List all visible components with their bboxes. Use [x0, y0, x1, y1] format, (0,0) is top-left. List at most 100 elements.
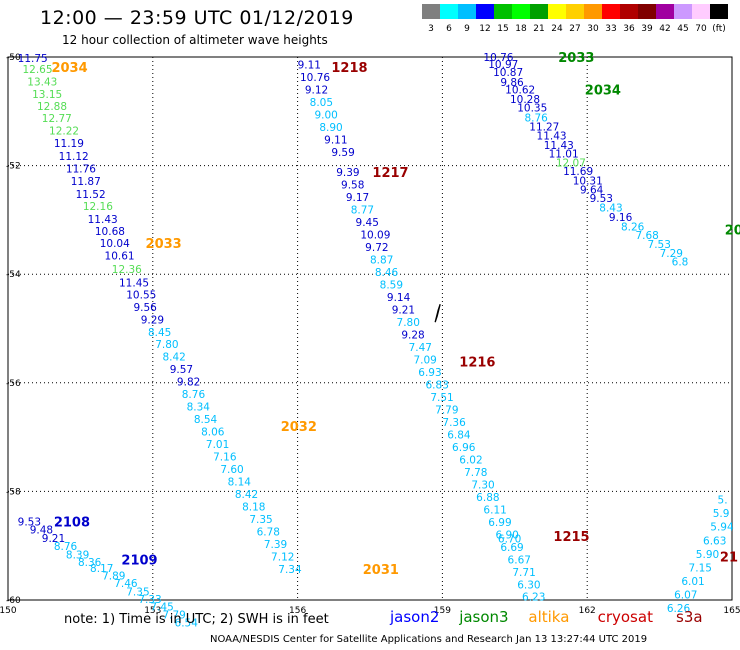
- lon-tick-label: 165: [723, 606, 740, 616]
- wave-height-value: 7.12: [271, 552, 294, 564]
- wave-height-value: 8.39: [66, 549, 89, 561]
- wave-height-value: 11.12: [59, 151, 89, 163]
- wave-height-value: 8.90: [319, 122, 342, 134]
- wave-height-value: 11.01: [549, 149, 579, 161]
- wave-height-value: 10.76: [300, 72, 330, 84]
- wave-height-value: 9.64: [580, 184, 604, 196]
- pass-time-label: 1217: [372, 166, 408, 181]
- wave-height-value: 7.01: [206, 439, 229, 451]
- wave-height-value: 5.: [718, 495, 728, 507]
- wave-height-value: 7.79: [162, 610, 185, 622]
- color-scale-label: 30: [587, 24, 599, 34]
- wave-height-value: 8.17: [90, 563, 113, 575]
- wave-height-value: 12.77: [42, 113, 72, 125]
- wave-height-value: 10.28: [510, 94, 540, 106]
- wave-height-value: 7.53: [648, 239, 671, 251]
- color-scale-label: 3: [428, 24, 434, 34]
- color-scale-label: 27: [569, 24, 581, 34]
- wave-height-value: 12.88: [37, 101, 67, 113]
- color-scale-swatch: [620, 4, 638, 19]
- color-scale-label: 33: [605, 24, 617, 34]
- wave-height-value: 8.46: [375, 267, 399, 279]
- wave-height-value: 9.53: [18, 516, 41, 528]
- wave-height-value: 8.87: [370, 255, 393, 267]
- wave-height-value: 10.68: [95, 226, 125, 238]
- wave-height-value: 8.76: [182, 389, 206, 401]
- wave-height-value: 10.97: [488, 59, 518, 71]
- wave-height-value: 6.67: [508, 554, 531, 566]
- wave-height-value: 6.78: [257, 527, 280, 539]
- wave-height-value: 9.12: [305, 85, 328, 97]
- color-scale-label: 24: [551, 24, 563, 34]
- wave-height-value: 9.45: [356, 217, 379, 229]
- wave-height-value: 7.71: [512, 567, 535, 579]
- wave-height-value: 8.45: [148, 327, 171, 339]
- satellite-legend-item: s3a: [676, 608, 703, 626]
- wave-height-value: 11.43: [544, 140, 574, 152]
- wave-height-value: 5.9: [713, 508, 730, 520]
- pass-time-label: 1216: [459, 356, 495, 371]
- wave-height-value: 9.82: [177, 377, 200, 389]
- wave-height-value: 6.02: [459, 454, 482, 466]
- wave-height-value: 10.76: [483, 52, 513, 64]
- wave-height-value: 7.60: [220, 464, 243, 476]
- wave-height-value: 6.8: [672, 257, 689, 269]
- wave-height-value: 8.43: [599, 202, 622, 214]
- footer-credit: NOAA/NESDIS Center for Satellite Applica…: [210, 634, 648, 645]
- pass-time-label: 203: [725, 224, 740, 239]
- wave-height-value: 11.45: [119, 277, 149, 289]
- wave-height-value: 7.80: [397, 317, 420, 329]
- wave-height-value: 6.88: [476, 492, 499, 504]
- color-scale-label: 9: [464, 24, 470, 34]
- wave-height-value: 11.87: [71, 176, 101, 188]
- wave-height-value: 8.59: [380, 280, 403, 292]
- wave-height-value: 9.11: [298, 60, 321, 72]
- wave-height-value: 7.34: [278, 564, 302, 576]
- lon-tick-label: 159: [434, 606, 451, 616]
- lat-tick-label: -50: [6, 53, 21, 63]
- wave-height-value: 6.23: [522, 592, 545, 604]
- pass-time-label: 2109: [121, 553, 157, 568]
- lat-tick-label: -56: [6, 379, 21, 389]
- pass-time-label: 1215: [553, 530, 589, 545]
- wave-height-value: 6.93: [418, 367, 441, 379]
- wave-height-value: 8.14: [228, 477, 252, 489]
- wave-height-value: 9.39: [336, 167, 359, 179]
- wave-height-value: 6.69: [500, 542, 523, 554]
- color-scale-swatch: [548, 4, 566, 19]
- color-scale-label: 18: [515, 24, 527, 34]
- color-scale-swatch: [458, 4, 476, 19]
- satellite-legend-item: cryosat: [597, 608, 653, 626]
- wave-height-value: 6.54: [175, 617, 199, 629]
- color-scale-swatch: [440, 4, 458, 19]
- pass-time-label: 2108: [54, 515, 90, 530]
- map-frame: [7, 56, 733, 601]
- wave-height-value: 9.21: [42, 533, 65, 545]
- wave-height-value: 7.16: [213, 452, 237, 464]
- wave-height-value: 10.31: [573, 175, 603, 187]
- wave-height-value: 6.70: [498, 534, 521, 546]
- color-scale-label: 21: [533, 24, 545, 34]
- wave-height-value: 7.35: [249, 514, 272, 526]
- wave-height-value: 6.83: [426, 379, 449, 391]
- wave-height-value: 10.04: [100, 238, 130, 250]
- wave-height-value: 11.52: [76, 189, 106, 201]
- wave-height-value: 6.07: [674, 590, 697, 602]
- color-scale-swatch: [674, 4, 692, 19]
- wave-height-value: 8.06: [201, 427, 225, 439]
- color-scale-swatch: [602, 4, 620, 19]
- wave-height-value: 12.16: [83, 201, 113, 213]
- wave-height-value: 9.00: [314, 110, 337, 122]
- wave-height-value: 8.05: [310, 97, 333, 109]
- wave-height-value: 11.19: [54, 138, 84, 150]
- wave-height-value: 9.29: [141, 314, 164, 326]
- wave-height-value: 13.15: [32, 89, 62, 101]
- wave-height-value: 12.65: [22, 64, 52, 76]
- wave-height-value: 5.94: [710, 522, 734, 534]
- wave-height-value: 10.62: [505, 85, 535, 97]
- pass-time-label: 1218: [331, 61, 367, 76]
- footer-note: note: 1) Time is in UTC; 2) SWH is in fe…: [64, 612, 329, 627]
- lat-tick-label: -58: [6, 487, 21, 497]
- lat-tick-label: -60: [6, 596, 21, 606]
- wave-height-value: 7.78: [464, 467, 487, 479]
